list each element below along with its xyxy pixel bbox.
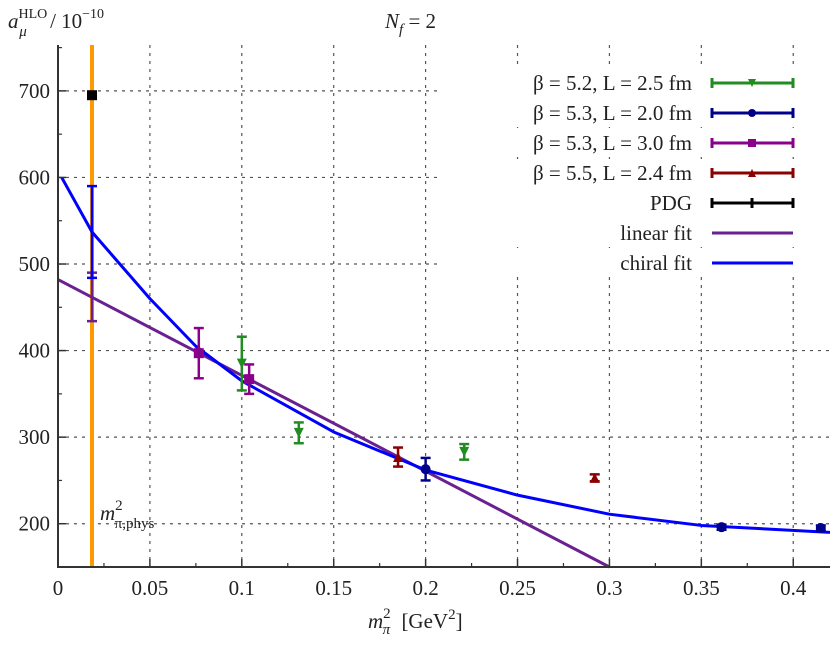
data-point	[716, 522, 727, 533]
legend-label: PDG	[650, 191, 692, 215]
x-tick-label: 0.4	[780, 576, 807, 600]
legend-label: β = 5.2, L = 2.5 fm	[533, 71, 692, 95]
axis-lines	[57, 45, 830, 568]
data-point	[459, 442, 470, 461]
data-point	[589, 472, 600, 483]
marker-square	[244, 374, 255, 385]
legend-label: β = 5.3, L = 3.0 fm	[533, 131, 692, 155]
marker-square	[87, 90, 98, 101]
y-tick-label: 200	[19, 512, 51, 536]
marker-triangle-down	[459, 446, 470, 457]
x-tick-label: 0.35	[683, 576, 720, 600]
legend-label: chiral fit	[620, 251, 692, 275]
x-tick-label: 0.25	[499, 576, 536, 600]
x-axis-label: m2 π [GeV2]	[368, 606, 463, 638]
x-tick-label: 0.2	[412, 576, 438, 600]
data-point	[193, 326, 204, 380]
axes	[57, 45, 830, 568]
data-point	[815, 523, 826, 534]
x-tick-label: 0.05	[132, 576, 169, 600]
marker-triangle-up	[589, 472, 600, 483]
legend-label: β = 5.3, L = 2.0 fm	[533, 101, 692, 125]
marker-triangle-down	[236, 358, 247, 369]
y-axis-label: aHLO μ / 10−10	[8, 7, 104, 40]
marker-circle	[748, 109, 756, 117]
marker-circle	[420, 464, 431, 475]
data-point	[87, 90, 98, 101]
marker-square	[193, 348, 204, 359]
legend-item: β = 5.3, L = 3.0 fm	[440, 129, 830, 157]
legend-item: linear fit	[440, 219, 830, 247]
marker-square	[748, 139, 756, 147]
fit-curve	[57, 278, 611, 569]
legend-item: PDG	[440, 189, 830, 217]
y-tick-label: 600	[19, 165, 51, 189]
chart-title: Nf = 2	[384, 9, 436, 38]
legend-label: β = 5.5, L = 2.4 fm	[533, 161, 692, 185]
marker-triangle-up	[393, 452, 404, 463]
marker-triangle-down	[748, 79, 756, 87]
legend: β = 5.2, L = 2.5 fm β = 5.3, L = 2.0 fm β …	[440, 69, 830, 277]
y-tick-label: 500	[19, 252, 51, 276]
x-tick-label: 0	[53, 576, 64, 600]
fit-extrapolation-errorbar	[87, 184, 98, 280]
data-point	[420, 456, 431, 482]
marker-triangle-up	[748, 169, 756, 177]
x-tick-label: 0.15	[315, 576, 352, 600]
legend-item: β = 5.2, L = 2.5 fm	[440, 69, 830, 97]
marker-triangle-down	[293, 427, 304, 438]
y-tick-label: 400	[19, 339, 51, 363]
fit-curve	[60, 176, 830, 534]
legend-item: chiral fit	[440, 249, 830, 277]
x-tick-label: 0.1	[229, 576, 255, 600]
data-point	[244, 363, 255, 396]
legend-item: β = 5.5, L = 2.4 fm	[440, 159, 830, 187]
legend-label: linear fit	[620, 221, 692, 245]
marks	[57, 45, 830, 569]
marker-circle	[716, 522, 727, 533]
y-tick-label: 300	[19, 425, 51, 449]
physical-point-label: m2 π,phys	[100, 498, 154, 532]
data-point	[293, 421, 304, 445]
marker-circle	[815, 523, 826, 534]
legend-item: β = 5.3, L = 2.0 fm	[440, 99, 830, 127]
data-point	[236, 335, 247, 392]
x-tick-label: 0.3	[596, 576, 622, 600]
y-tick-label: 700	[19, 79, 51, 103]
data-point	[393, 446, 404, 468]
tick-labels: 0 0.05 0.1 0.15 0.2 0.25 0.3 0.35 0.4 200 300 400 50…	[19, 79, 807, 600]
